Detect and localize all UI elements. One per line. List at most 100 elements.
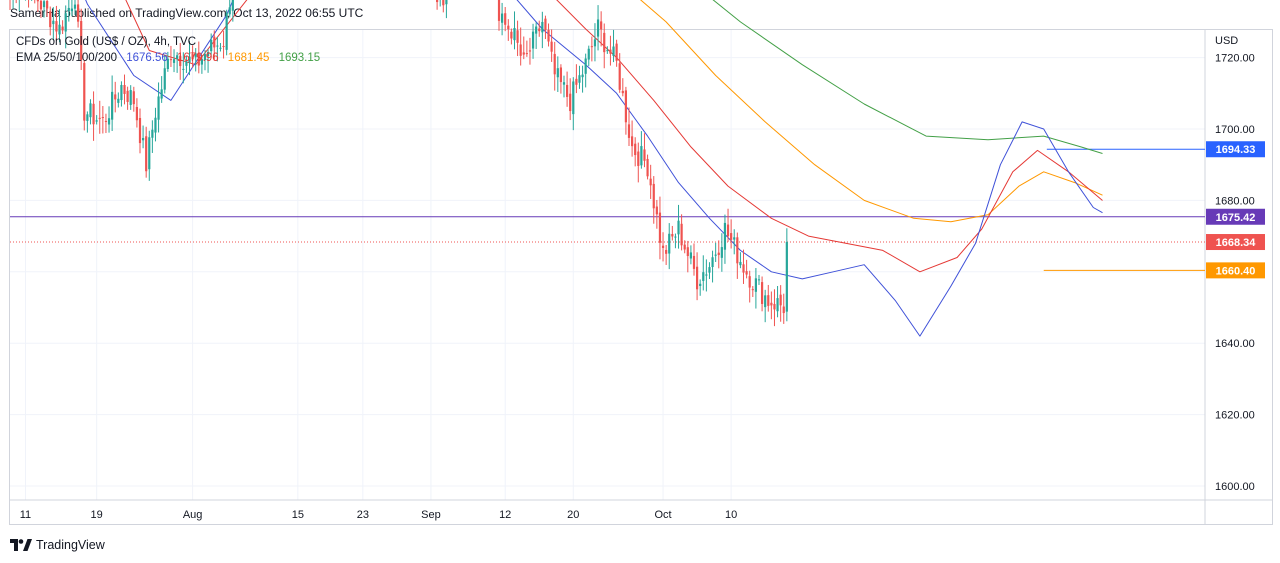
- tv-logo-icon: [10, 539, 32, 551]
- candle-body: [519, 44, 522, 56]
- candle-body: [52, 20, 55, 25]
- candle-body: [630, 136, 634, 147]
- ema25-value: 1676.56: [126, 52, 168, 64]
- candle-body: [695, 266, 699, 290]
- candle-body: [578, 75, 581, 83]
- candle-body: [73, 4, 77, 9]
- candle-body: [544, 18, 547, 31]
- candlesticks: [9, 0, 788, 327]
- candle-body: [751, 289, 754, 291]
- candle-body: [117, 98, 120, 103]
- candle-body: [593, 39, 597, 47]
- candle-body: [764, 295, 767, 308]
- candle-body: [723, 222, 727, 250]
- candle-body: [680, 223, 683, 246]
- candle-body: [640, 146, 643, 166]
- candle-body: [216, 45, 219, 47]
- candle-body: [702, 272, 705, 281]
- candle-body: [76, 4, 80, 22]
- candle-body: [148, 137, 151, 170]
- candle-body: [668, 233, 671, 254]
- candle-body: [46, 0, 49, 9]
- candle-body: [569, 93, 572, 112]
- candle-body: [191, 54, 194, 60]
- candle-body: [231, 0, 234, 11]
- candle-body: [185, 61, 188, 66]
- candle-body: [219, 47, 222, 49]
- candle-body: [535, 26, 538, 34]
- y-tick-label: 1600.00: [1215, 481, 1255, 493]
- candle-body: [92, 103, 95, 125]
- candle-body: [748, 276, 751, 288]
- price-tag-label: 1694.33: [1216, 144, 1256, 156]
- candle-body: [58, 24, 61, 35]
- candle-body: [745, 271, 748, 275]
- candle-body: [643, 149, 646, 161]
- candle-body: [637, 151, 640, 166]
- candle-body: [132, 91, 135, 105]
- candle-body: [686, 247, 689, 257]
- candle-body: [649, 178, 652, 186]
- candle-body: [658, 212, 662, 243]
- candle-body: [627, 124, 631, 138]
- candle-body: [194, 53, 197, 58]
- tradingview-logo[interactable]: TradingView: [10, 538, 105, 552]
- ema25-line: [85, 0, 1103, 337]
- candle-body: [541, 21, 544, 33]
- candle-body: [135, 106, 138, 121]
- price-tag-box: [1206, 262, 1265, 279]
- candle-body: [225, 12, 228, 50]
- candle-body: [89, 103, 92, 118]
- candle-body: [538, 28, 541, 32]
- candle-body: [522, 52, 525, 55]
- candle-body: [705, 274, 708, 276]
- candle-body: [566, 84, 569, 97]
- candle-body: [736, 237, 739, 264]
- candle-body: [42, 1, 46, 8]
- candle-body: [200, 59, 203, 65]
- candle-body: [714, 254, 717, 256]
- candle-body: [67, 7, 70, 12]
- candle-body: [711, 257, 714, 268]
- candle-body: [624, 90, 628, 123]
- x-tick-label: 20: [567, 509, 579, 521]
- candle-body: [655, 206, 658, 215]
- candle-body: [726, 224, 730, 237]
- y-tick-label: 1700.00: [1215, 124, 1255, 136]
- candle-body: [114, 94, 117, 100]
- candle-body: [621, 90, 624, 94]
- candle-body: [612, 46, 615, 56]
- candle-body: [61, 26, 64, 31]
- candle-body: [151, 129, 154, 138]
- candle-body: [179, 55, 182, 67]
- legend-ema: EMA 25/50/100/200 1676.56 1679.96 1681.4…: [16, 52, 326, 64]
- candle-body: [210, 39, 213, 52]
- candle-body: [559, 67, 563, 83]
- candle-body: [562, 82, 566, 85]
- candle-body: [742, 264, 745, 273]
- candle-body: [689, 252, 692, 259]
- y-axis-currency: USD: [1215, 35, 1238, 47]
- candle-body: [760, 282, 764, 304]
- candle-body: [445, 0, 448, 5]
- candle-body: [98, 117, 101, 119]
- candle-body: [83, 63, 86, 121]
- candle-body: [141, 137, 145, 141]
- candle-body: [652, 183, 655, 209]
- candle-body: [145, 136, 148, 172]
- x-axis: 11 19 Aug 15 23 Sep 12 20 Oct 10: [20, 509, 737, 521]
- y-tick-label: 1640.00: [1215, 338, 1255, 350]
- candle-body: [525, 53, 528, 55]
- chart-frame: [9, 29, 1273, 525]
- candle-body: [615, 43, 618, 61]
- candle-body: [776, 298, 779, 312]
- candle-body: [228, 7, 231, 15]
- brand-label: TradingView: [36, 538, 105, 552]
- x-tick-label: 11: [20, 509, 31, 521]
- candle-body: [531, 31, 535, 49]
- candle-body: [609, 49, 612, 54]
- candle-body: [730, 233, 733, 240]
- candle-body: [547, 29, 550, 42]
- candle-body: [733, 237, 736, 240]
